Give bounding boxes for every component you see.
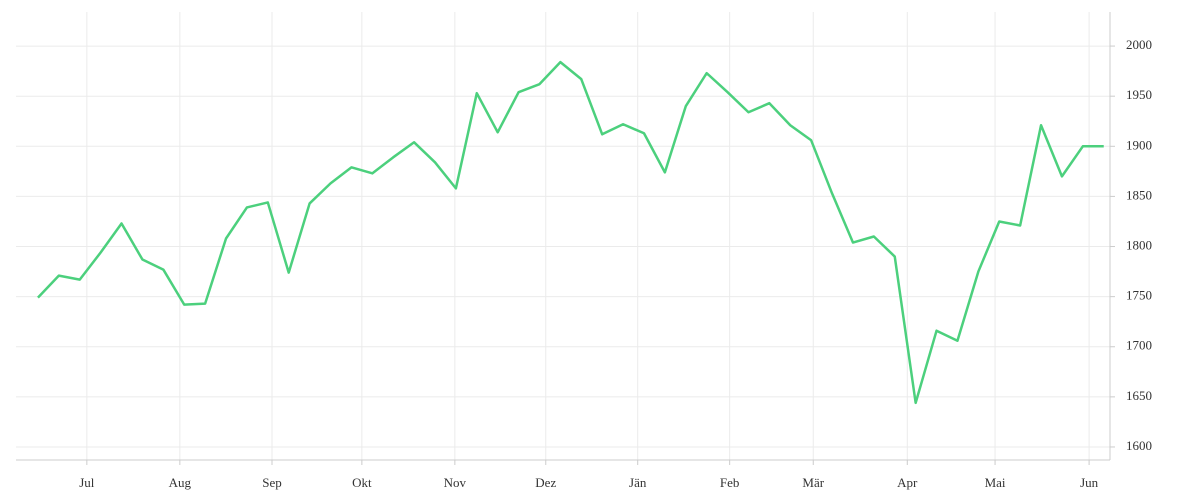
x-tick-label: Feb (720, 475, 740, 490)
x-tick-label: Mär (802, 475, 824, 490)
x-tick-label: Sep (262, 475, 282, 490)
y-tick-label: 1650 (1126, 388, 1152, 403)
x-tick-label: Aug (169, 475, 192, 490)
x-tick-label: Apr (897, 475, 918, 490)
y-tick-label: 2000 (1126, 37, 1152, 52)
x-tick-label: Mai (985, 475, 1006, 490)
line-series (37, 60, 1104, 405)
x-tick-label: Jän (629, 475, 647, 490)
y-tick-label: 1700 (1126, 338, 1152, 353)
x-tick-label: Jul (79, 475, 95, 490)
y-tick-label: 1750 (1126, 288, 1152, 303)
x-tick-label: Dez (535, 475, 556, 490)
x-tick-label: Okt (352, 475, 372, 490)
y-tick-label: 1900 (1126, 137, 1152, 152)
y-tick-label: 1950 (1126, 87, 1152, 102)
y-tick-label: 1800 (1126, 238, 1152, 253)
y-tick-label: 1850 (1126, 187, 1152, 202)
x-tick-label: Jun (1080, 475, 1099, 490)
y-tick-label: 1600 (1126, 438, 1152, 453)
x-tick-label: Nov (444, 475, 467, 490)
